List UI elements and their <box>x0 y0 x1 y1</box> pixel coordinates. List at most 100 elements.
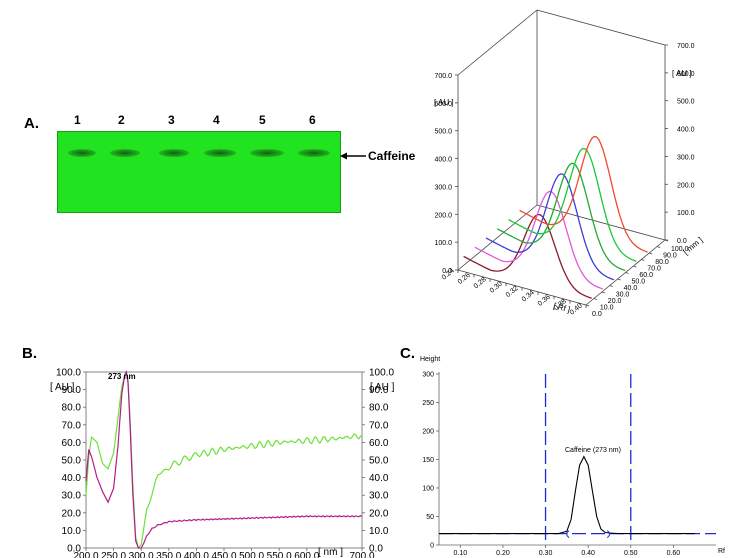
chart3d-depth-tick <box>641 259 645 261</box>
densitogram-y-tick-label: 100 <box>422 486 434 493</box>
chart3d-unit-label-right: [ AU ] <box>672 69 692 78</box>
uv-y-tick-label-left: 70.0 <box>62 420 82 431</box>
uv-x-tick-label: 400.0 <box>184 551 209 558</box>
chart3d-labels: 0.0100.0200.0300.0400.0500.0600.0700.00.… <box>434 43 694 318</box>
uv-y-tick-label-right: 50.0 <box>369 456 389 467</box>
chart3d-right-tick-label: 500.0 <box>677 99 695 106</box>
caffeine-band-3 <box>159 149 189 157</box>
uv-x-tick-label: 250.0 <box>101 551 126 558</box>
uv-y-tick-label-right: 0.0 <box>369 544 383 555</box>
uv-spectrum-purple-line <box>85 370 363 549</box>
uv-x-tick-label: 200.0 <box>73 551 98 558</box>
caffeine-arrow-icon <box>340 152 366 160</box>
chart3d-top-left-edge <box>457 9 538 76</box>
chart3d-track-6-line <box>519 135 648 253</box>
densitogram-x-tick-label: 0.50 <box>624 550 638 557</box>
uv-peak-annotation: 273 nm <box>108 372 136 381</box>
uv-y-tick-label-right: 20.0 <box>369 508 389 519</box>
densitogram-x-tick-label: 0.30 <box>539 550 553 557</box>
chart3d-series <box>463 135 648 299</box>
chart3d-depth-tick-label: 60.0 <box>639 272 653 279</box>
caffeine-band-4 <box>204 149 236 157</box>
uv-y-tick-label-right: 100.0 <box>369 368 394 379</box>
chart3d-depth-tick-label: 40.0 <box>624 285 638 292</box>
chart3d-left-tick-label: 700.0 <box>434 73 452 80</box>
chart3d-track-3-line <box>485 173 615 281</box>
chart3d-right-tick-label: 0.0 <box>677 238 687 245</box>
chart3d-right-tick-label: 600.0 <box>677 71 695 78</box>
uv-y-tick-label-right: 90.0 <box>369 385 389 396</box>
densitogram-y-tick-label: 250 <box>422 400 434 407</box>
densitogram-x-tick-label: 0.20 <box>496 550 510 557</box>
uv-y-tick-label-left: 100.0 <box>56 368 81 379</box>
caffeine-band-5 <box>250 149 284 157</box>
uv-x-tick-label: 600.0 <box>294 551 319 558</box>
uv-y-tick-label-right: 70.0 <box>369 420 389 431</box>
uv-x-tick-label: 700.0 <box>349 551 374 558</box>
uv-y-tick-label-left: 10.0 <box>62 526 82 537</box>
chart3d-depth-tick <box>649 252 653 255</box>
densitogram-x-tick-label: 0.10 <box>453 550 467 557</box>
panel-a-label: A. <box>24 115 39 132</box>
lane-label-3: 3 <box>168 113 175 127</box>
uv-x-tick-label: 450.0 <box>211 551 236 558</box>
chart3d-depth-tick <box>585 304 590 307</box>
chart3d-depth-tick <box>593 298 598 300</box>
chart3d-unit-label-left: [ AU ] <box>434 98 454 107</box>
chart3d-depth-tick-label: 90.0 <box>663 253 677 260</box>
uv-tick-labels: 0.0 0.0 10.0 10.0 20.0 20.0 30.0 30.0 40.0 40.0 50… <box>56 368 394 558</box>
chart3d-depth-tick <box>633 265 637 268</box>
chart3d-depth-tick <box>664 239 669 242</box>
chart3d-depth-tick <box>601 291 605 294</box>
chart3d-depth-tick <box>656 246 661 248</box>
densitogram-y-tick-label: 50 <box>426 514 434 521</box>
chart3d-floor-left-edge <box>457 204 538 271</box>
densitogram-tick-labels: 0 50 100 150 200 250 300 0.10 0.20 0.30 0.40 0.50 0.… <box>422 372 680 558</box>
densitogram-ylabel: Height <box>420 356 440 363</box>
chart3d-depth-tick-label: 20.0 <box>608 298 622 305</box>
chart3d-left-tick-label: 200.0 <box>434 212 452 219</box>
chart3d-rf-label: [ Rf ] <box>552 301 571 314</box>
lane-label-2: 2 <box>118 113 125 127</box>
chart3d-depth-tick-label: 50.0 <box>632 279 646 286</box>
densitogram-peak-annotation: Caffeine (273 nm) <box>565 447 621 454</box>
densitogram-integration-end-mark <box>606 530 610 538</box>
chart3d-left-tick-label: 0.0 <box>442 268 452 275</box>
densitogram-integration-start-mark <box>566 530 570 538</box>
chart3d-depth-tick-label: 0.0 <box>592 311 602 318</box>
caffeine-band-6 <box>298 149 330 157</box>
densitogram-xlabel: Rf <box>718 548 725 555</box>
densitogram-y-tick-label: 0 <box>430 543 434 550</box>
chart3d-depth-tick-label: 100.0 <box>671 246 689 253</box>
uv-x-tick-label: 300.0 <box>129 551 154 558</box>
uv-y-tick-label-right: 60.0 <box>369 438 389 449</box>
uv-series <box>85 370 363 550</box>
chart3d-grid <box>455 44 669 308</box>
uv-xlabel: [ nm ] <box>318 547 343 558</box>
densitogram-series <box>439 374 716 545</box>
uv-x-tick-label: 500.0 <box>239 551 264 558</box>
lane-label-6: 6 <box>309 113 316 127</box>
uv-y-tick-label-left: 50.0 <box>62 456 82 467</box>
uv-y-tick-label-left: 0.0 <box>67 544 81 555</box>
uv-y-tick-label-left: 30.0 <box>62 491 82 502</box>
caffeine-band-1 <box>68 149 96 157</box>
chart3d-depth-tick <box>609 285 613 287</box>
uv-y-tick-label-left: 40.0 <box>62 473 82 484</box>
chart3d-left-tick-label: 100.0 <box>434 240 452 247</box>
densitogram-densitogram-line <box>439 455 695 535</box>
chart3d-left-tick-label: 500.0 <box>434 129 452 136</box>
chart3d-depth-tick-label: 70.0 <box>647 266 661 273</box>
chart3d-floor-back-edge <box>536 204 666 241</box>
caffeine-band-2 <box>110 149 140 157</box>
uv-y-tick-label-left: 20.0 <box>62 508 82 519</box>
densitogram-x-tick-label: 0.60 <box>667 550 681 557</box>
uv-y-tick-label-right: 40.0 <box>369 473 389 484</box>
chart3d-depth-tick <box>617 278 621 281</box>
chart3d-depth-tick <box>625 272 629 274</box>
chart3d-top-back-edge <box>536 9 666 46</box>
chart3d-right-tick-label: 700.0 <box>677 43 695 50</box>
uv-y-tick-label-right: 30.0 <box>369 491 389 502</box>
